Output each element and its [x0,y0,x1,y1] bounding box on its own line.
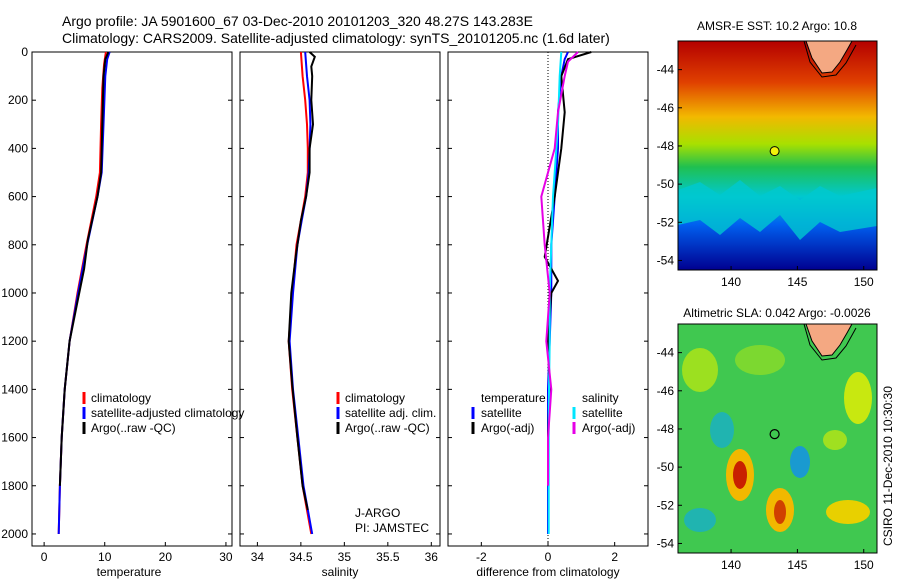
legend-satellite-adj: satellite adj. clim. [345,406,436,420]
sst-front-contour [678,180,877,240]
sla-map-frame [677,323,878,554]
annotation-j-argo: J-ARGO [355,506,400,520]
salinity-axes-frame [239,51,441,547]
x-tick-label: 35.5 [376,550,400,564]
salinity-xlabel: salinity [322,565,359,579]
map-x-tick-label: 140 [721,275,741,289]
y-tick-label: 1600 [1,431,28,445]
coastline-contour [803,324,857,361]
legend-climatology: climatology [91,391,151,405]
x-tick-label: -2 [476,550,487,564]
series-line-red [57,51,107,535]
map-y-tick-label: -50 [657,177,675,191]
difference-panel: -2 0 2 temperature satellite Argo(-adj) sa… [447,51,649,579]
temperature-legend: climatology satellite-adjusted climatolo… [82,391,244,435]
series-line-black [287,51,316,511]
legend-temp-argo: Argo(-adj) [481,421,534,435]
sla-anomaly [823,430,847,450]
map-y-tick-label: -54 [657,253,675,267]
credit-label: CSIRO 11-Dec-2010 10:30:30 [881,386,895,546]
salinity-panel: 34 34.5 35 35.5 36 climatology satellite adj… [239,51,441,579]
annotation-pi: PI: JAMSTEC [355,521,429,535]
difference-legend: temperature satellite Argo(-adj) salinit… [471,391,635,435]
legend-sal-argo: Argo(-adj) [582,421,635,435]
map-y-tick-label: -48 [657,139,675,153]
sla-anomaly [826,500,870,524]
legend-temperature-title: temperature [481,391,546,405]
sla-anomaly [733,461,747,489]
legend-salinity-title: salinity [582,391,619,405]
tasmania-landmass [805,41,853,74]
map-x-tick-label: 150 [854,275,874,289]
map-y-tick-label: -44 [657,63,675,77]
legend-satellite-adjusted: satellite-adjusted climatology [91,406,244,420]
y-tick-label: 0 [21,45,28,59]
x-tick-label: 0 [41,550,48,564]
sst-map-frame [677,40,878,271]
sla-anomaly [684,508,716,532]
float-position-marker [769,146,780,157]
sst-map-title: AMSR-E SST: 10.2 Argo: 10.8 [697,19,857,33]
sla-anomaly [790,446,810,478]
x-tick-label: 10 [98,550,112,564]
sla-anomaly [710,412,734,448]
map-y-tick-label: -44 [657,346,675,360]
y-tick-label: 1000 [1,286,28,300]
y-tick-label: 600 [8,190,28,204]
salinity-legend: climatology satellite adj. clim. Argo(..… [336,391,436,435]
map-y-tick-label: -46 [657,384,675,398]
sla-anomaly [774,500,786,524]
tasmania-landmass [805,324,853,357]
title-line-1: Argo profile: JA 5901600_67 03-Dec-2010 … [62,13,533,29]
map-x-tick-label: 145 [787,558,807,572]
x-tick-label: 34.5 [289,550,313,564]
sst-map-panel: AMSR-E SST: 10.2 Argo: 10.8 140 145 150 -44… [657,19,878,289]
y-tick-label: 400 [8,141,28,155]
y-tick-label: 200 [8,93,28,107]
x-tick-label: 35 [338,550,352,564]
x-tick-label: 20 [159,550,173,564]
y-tick-label: 1800 [1,479,28,493]
legend-sal-satellite: satellite [582,406,623,420]
y-tick-label: 2000 [1,527,28,541]
x-tick-label: 34 [251,550,265,564]
temperature-panel: 0 10 20 30 0 200 400 600 800 1000 1200 1400 1600 1800… [1,45,244,579]
difference-xlabel: difference from climatology [476,565,619,579]
sla-anomaly [682,348,718,392]
legend-argo: Argo(..raw -QC) [91,421,176,435]
sst-field [678,41,877,270]
legend-argo: Argo(..raw -QC) [345,421,430,435]
map-y-tick-label: -46 [657,101,675,115]
x-tick-label: 36 [425,550,439,564]
sla-anomaly [844,372,872,424]
map-x-tick-label: 145 [787,275,807,289]
coastline-contour [803,41,857,78]
map-x-tick-label: 150 [854,558,874,572]
y-tick-label: 800 [8,238,28,252]
legend-climatology: climatology [345,391,405,405]
x-tick-label: 30 [219,550,233,564]
sla-map-title: Altimetric SLA: 0.042 Argo: -0.0026 [683,306,871,320]
map-y-tick-label: -50 [657,460,675,474]
map-y-tick-label: -52 [657,498,675,512]
map-x-tick-label: 140 [721,558,741,572]
temperature-axes-frame [31,51,233,547]
y-tick-label: 1400 [1,382,28,396]
float-position-marker [769,429,780,440]
map-y-tick-label: -48 [657,422,675,436]
x-tick-label: 0 [545,550,552,564]
temperature-xlabel: temperature [97,565,162,579]
series-line-magenta [540,51,579,486]
y-tick-label: 1200 [1,334,28,348]
map-y-tick-label: -52 [657,215,675,229]
x-tick-label: 2 [611,550,618,564]
series-line-black [58,51,110,486]
sla-map-panel: Altimetric SLA: 0.042 Argo: -0.0026 140 1… [657,306,878,572]
sla-anomaly [735,345,785,375]
legend-temp-satellite: satellite [481,406,522,420]
title-line-2: Climatology: CARS2009. Satellite-adjuste… [62,30,610,46]
map-y-tick-label: -54 [657,536,675,550]
